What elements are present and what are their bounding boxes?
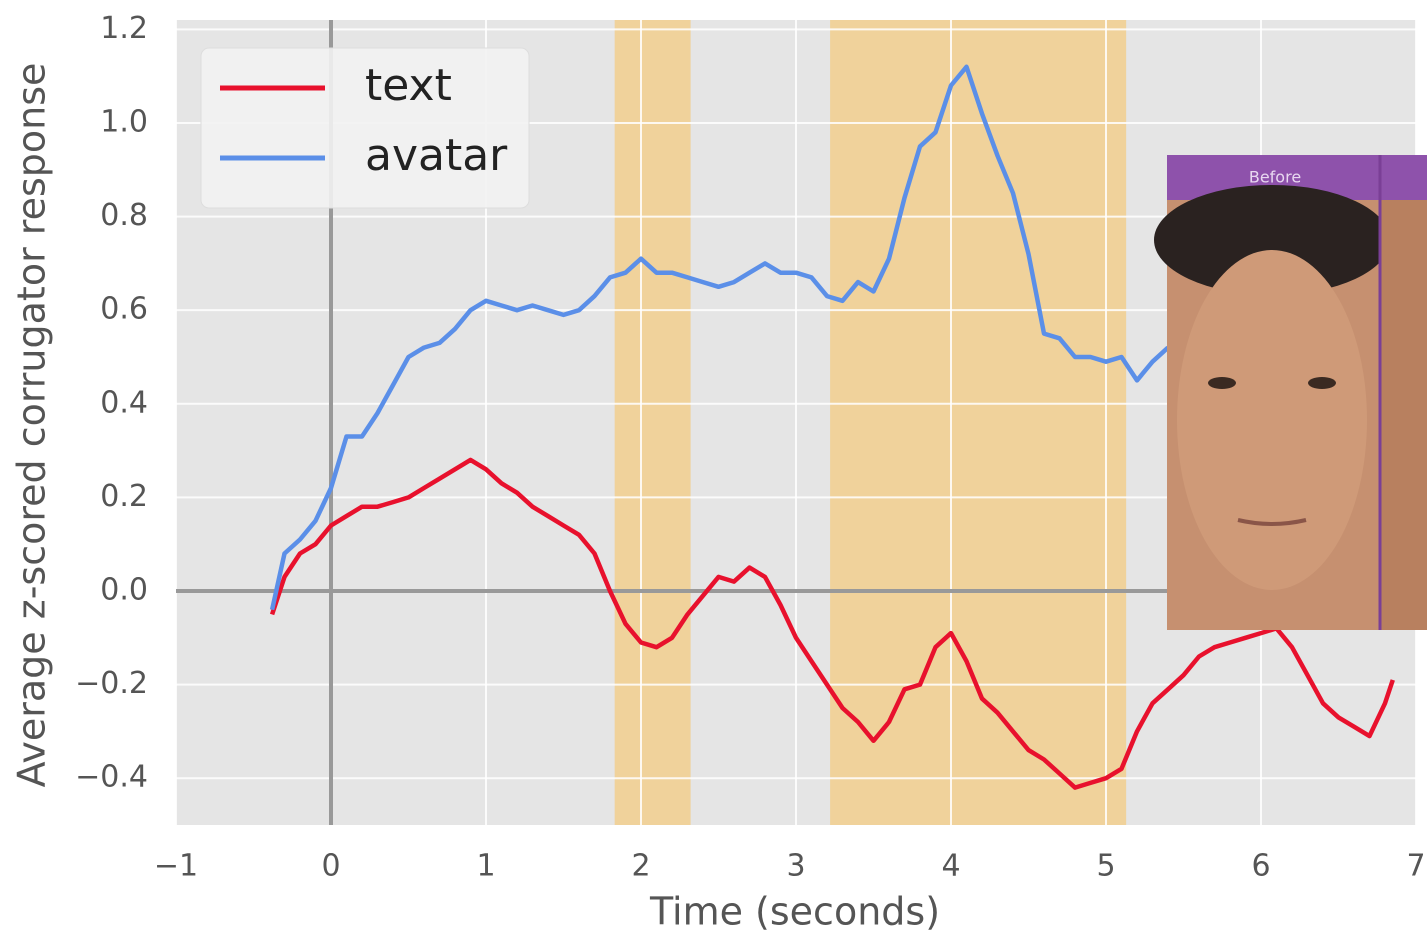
data-line xyxy=(269,64,1170,611)
x-tick-label: 7 xyxy=(1406,849,1425,884)
x-tick-label: 0 xyxy=(321,849,340,884)
x-tick-label: 1 xyxy=(476,849,495,884)
y-tick-label: −0.2 xyxy=(75,666,148,701)
y-tick-label: −0.4 xyxy=(75,760,148,795)
y-axis-label: Average z-scored corrugator response xyxy=(10,63,54,788)
y-tick-label: 0.2 xyxy=(100,479,148,514)
y-tick-label: 1.2 xyxy=(100,11,148,46)
x-axis-label: Time (seconds) xyxy=(649,890,940,934)
x-tick-label: 5 xyxy=(1096,849,1115,884)
eye xyxy=(1308,377,1336,389)
inset-label: Before xyxy=(1249,168,1301,187)
y-tick-label: 1.0 xyxy=(100,104,148,139)
mouth xyxy=(1237,518,1307,526)
legend-label: text xyxy=(365,60,452,111)
eye xyxy=(1208,377,1236,389)
highlight-span xyxy=(830,20,1127,825)
x-tick-label: 3 xyxy=(786,849,805,884)
x-tick-label: 4 xyxy=(941,849,960,884)
y-tick-label: 0.4 xyxy=(100,385,148,420)
highlight-span xyxy=(614,20,691,825)
y-tick-label: 0.8 xyxy=(100,198,148,233)
face xyxy=(1177,250,1367,590)
hair xyxy=(1154,185,1390,295)
y-tick-label: 0.6 xyxy=(100,292,148,327)
data-line xyxy=(269,457,1395,790)
x-tick-label: −1 xyxy=(154,849,198,884)
legend-label: avatar xyxy=(365,130,508,181)
inset-right xyxy=(1381,200,1427,630)
inset-image: Before xyxy=(1154,155,1427,630)
x-tick-label: 6 xyxy=(1251,849,1270,884)
y-tick-label: 0.0 xyxy=(100,572,148,607)
x-tick-label: 2 xyxy=(631,849,650,884)
